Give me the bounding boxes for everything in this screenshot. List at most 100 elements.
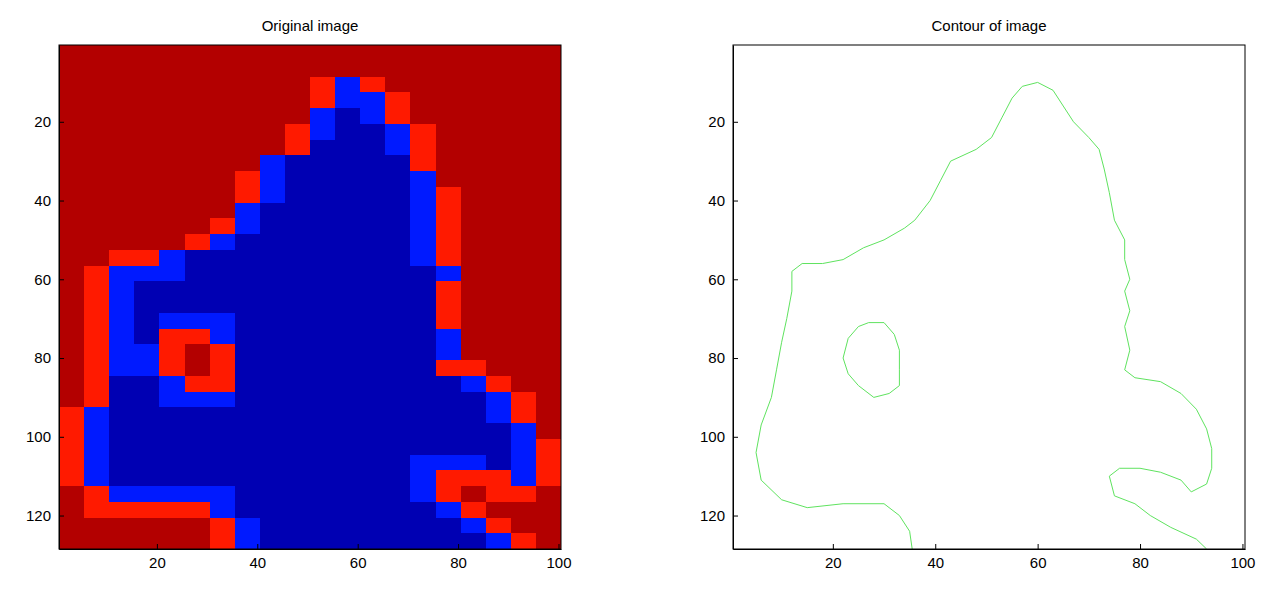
y-tick-label: 80	[708, 349, 725, 366]
heatmap-cell	[159, 439, 185, 455]
heatmap-cell	[536, 502, 561, 518]
heatmap-cell	[536, 155, 561, 171]
heatmap-cell	[360, 124, 386, 140]
heatmap-cell	[461, 155, 487, 171]
heatmap-cell	[210, 171, 236, 187]
y-tick-label: 20	[34, 113, 51, 130]
heatmap-cell	[185, 203, 211, 219]
heatmap-cell	[109, 218, 135, 234]
heatmap-cell	[461, 313, 487, 329]
heatmap-cell	[185, 455, 211, 471]
heatmap-cell	[335, 92, 361, 108]
heatmap-cell	[235, 376, 261, 392]
heatmap-cell	[461, 171, 487, 187]
heatmap-cell	[486, 407, 512, 423]
heatmap-cell	[260, 360, 286, 376]
heatmap-cell	[436, 470, 462, 486]
heatmap-cell	[285, 218, 311, 234]
heatmap-cell	[84, 344, 110, 360]
heatmap-cell	[109, 486, 135, 502]
y-tick-mark	[59, 279, 64, 280]
heatmap-cell	[360, 486, 386, 502]
heatmap-cell	[385, 77, 411, 93]
heatmap-cell	[84, 218, 110, 234]
heatmap-cell	[210, 360, 236, 376]
heatmap-cell	[260, 171, 286, 187]
heatmap-cell	[410, 187, 436, 203]
heatmap-cell	[260, 45, 286, 61]
heatmap-cell	[335, 108, 361, 124]
heatmap-cell	[185, 407, 211, 423]
heatmap-cell	[109, 297, 135, 313]
heatmap-cell	[84, 455, 110, 471]
panel-title: Contour of image	[931, 17, 1046, 34]
heatmap-cell	[285, 470, 311, 486]
heatmap-cell	[511, 61, 537, 77]
heatmap-cell	[410, 92, 436, 108]
heatmap-cell	[210, 455, 236, 471]
heatmap-cell	[461, 423, 487, 439]
heatmap-cell	[84, 313, 110, 329]
heatmap-cell	[410, 533, 436, 549]
x-tick-mark	[257, 544, 258, 549]
x-tick-label: 80	[450, 554, 467, 571]
heatmap-cell	[59, 439, 85, 455]
heatmap-cell	[84, 439, 110, 455]
heatmap-cell	[410, 455, 436, 471]
heatmap-cell	[511, 155, 537, 171]
heatmap-cell	[410, 470, 436, 486]
heatmap-cell	[461, 455, 487, 471]
heatmap-cell	[185, 313, 211, 329]
heatmap-cell	[486, 171, 512, 187]
x-tick-label: 20	[825, 554, 842, 571]
heatmap-cell	[84, 392, 110, 408]
heatmap-cell	[511, 297, 537, 313]
heatmap-cell	[410, 313, 436, 329]
y-axis-line	[733, 46, 734, 550]
heatmap-cell	[109, 187, 135, 203]
heatmap-cell	[109, 439, 135, 455]
heatmap-cell	[335, 518, 361, 534]
heatmap-cell	[335, 329, 361, 345]
y-tick-mark	[59, 358, 64, 359]
heatmap-cell	[360, 518, 386, 534]
heatmap-cell	[159, 187, 185, 203]
heatmap-cell	[335, 313, 361, 329]
heatmap-cell	[260, 297, 286, 313]
y-tick-mark	[733, 358, 738, 359]
heatmap-cell	[436, 218, 462, 234]
heatmap-cell	[210, 266, 236, 282]
heatmap-cell	[410, 376, 436, 392]
heatmap-cell	[511, 423, 537, 439]
heatmap-cell	[59, 502, 85, 518]
heatmap-cell	[436, 502, 462, 518]
x-axis: 20406080100	[734, 544, 1256, 571]
heatmap-cell	[109, 92, 135, 108]
heatmap-cell	[335, 439, 361, 455]
heatmap-cell	[335, 203, 361, 219]
heatmap-cell	[385, 518, 411, 534]
heatmap-cell	[335, 297, 361, 313]
heatmap-cell	[486, 360, 512, 376]
heatmap-cell	[185, 140, 211, 156]
heatmap-cell	[285, 439, 311, 455]
heatmap-cell	[335, 423, 361, 439]
heatmap-cell	[210, 297, 236, 313]
x-tick: 80	[1132, 544, 1149, 571]
x-tick: 20	[825, 544, 842, 571]
heatmap-cell	[185, 124, 211, 140]
heatmap-cell	[360, 439, 386, 455]
x-axis-line	[60, 549, 562, 550]
heatmap-cell	[310, 470, 336, 486]
heatmap-cell	[210, 140, 236, 156]
heatmap-cell	[310, 423, 336, 439]
heatmap-cell	[159, 344, 185, 360]
heatmap-cell	[235, 171, 261, 187]
heatmap-cell	[436, 518, 462, 534]
heatmap-cell	[310, 45, 336, 61]
heatmap-cell	[285, 423, 311, 439]
heatmap-cell	[84, 140, 110, 156]
heatmap-cell	[310, 486, 336, 502]
heatmap-cell	[59, 124, 85, 140]
heatmap-cell	[134, 77, 160, 93]
